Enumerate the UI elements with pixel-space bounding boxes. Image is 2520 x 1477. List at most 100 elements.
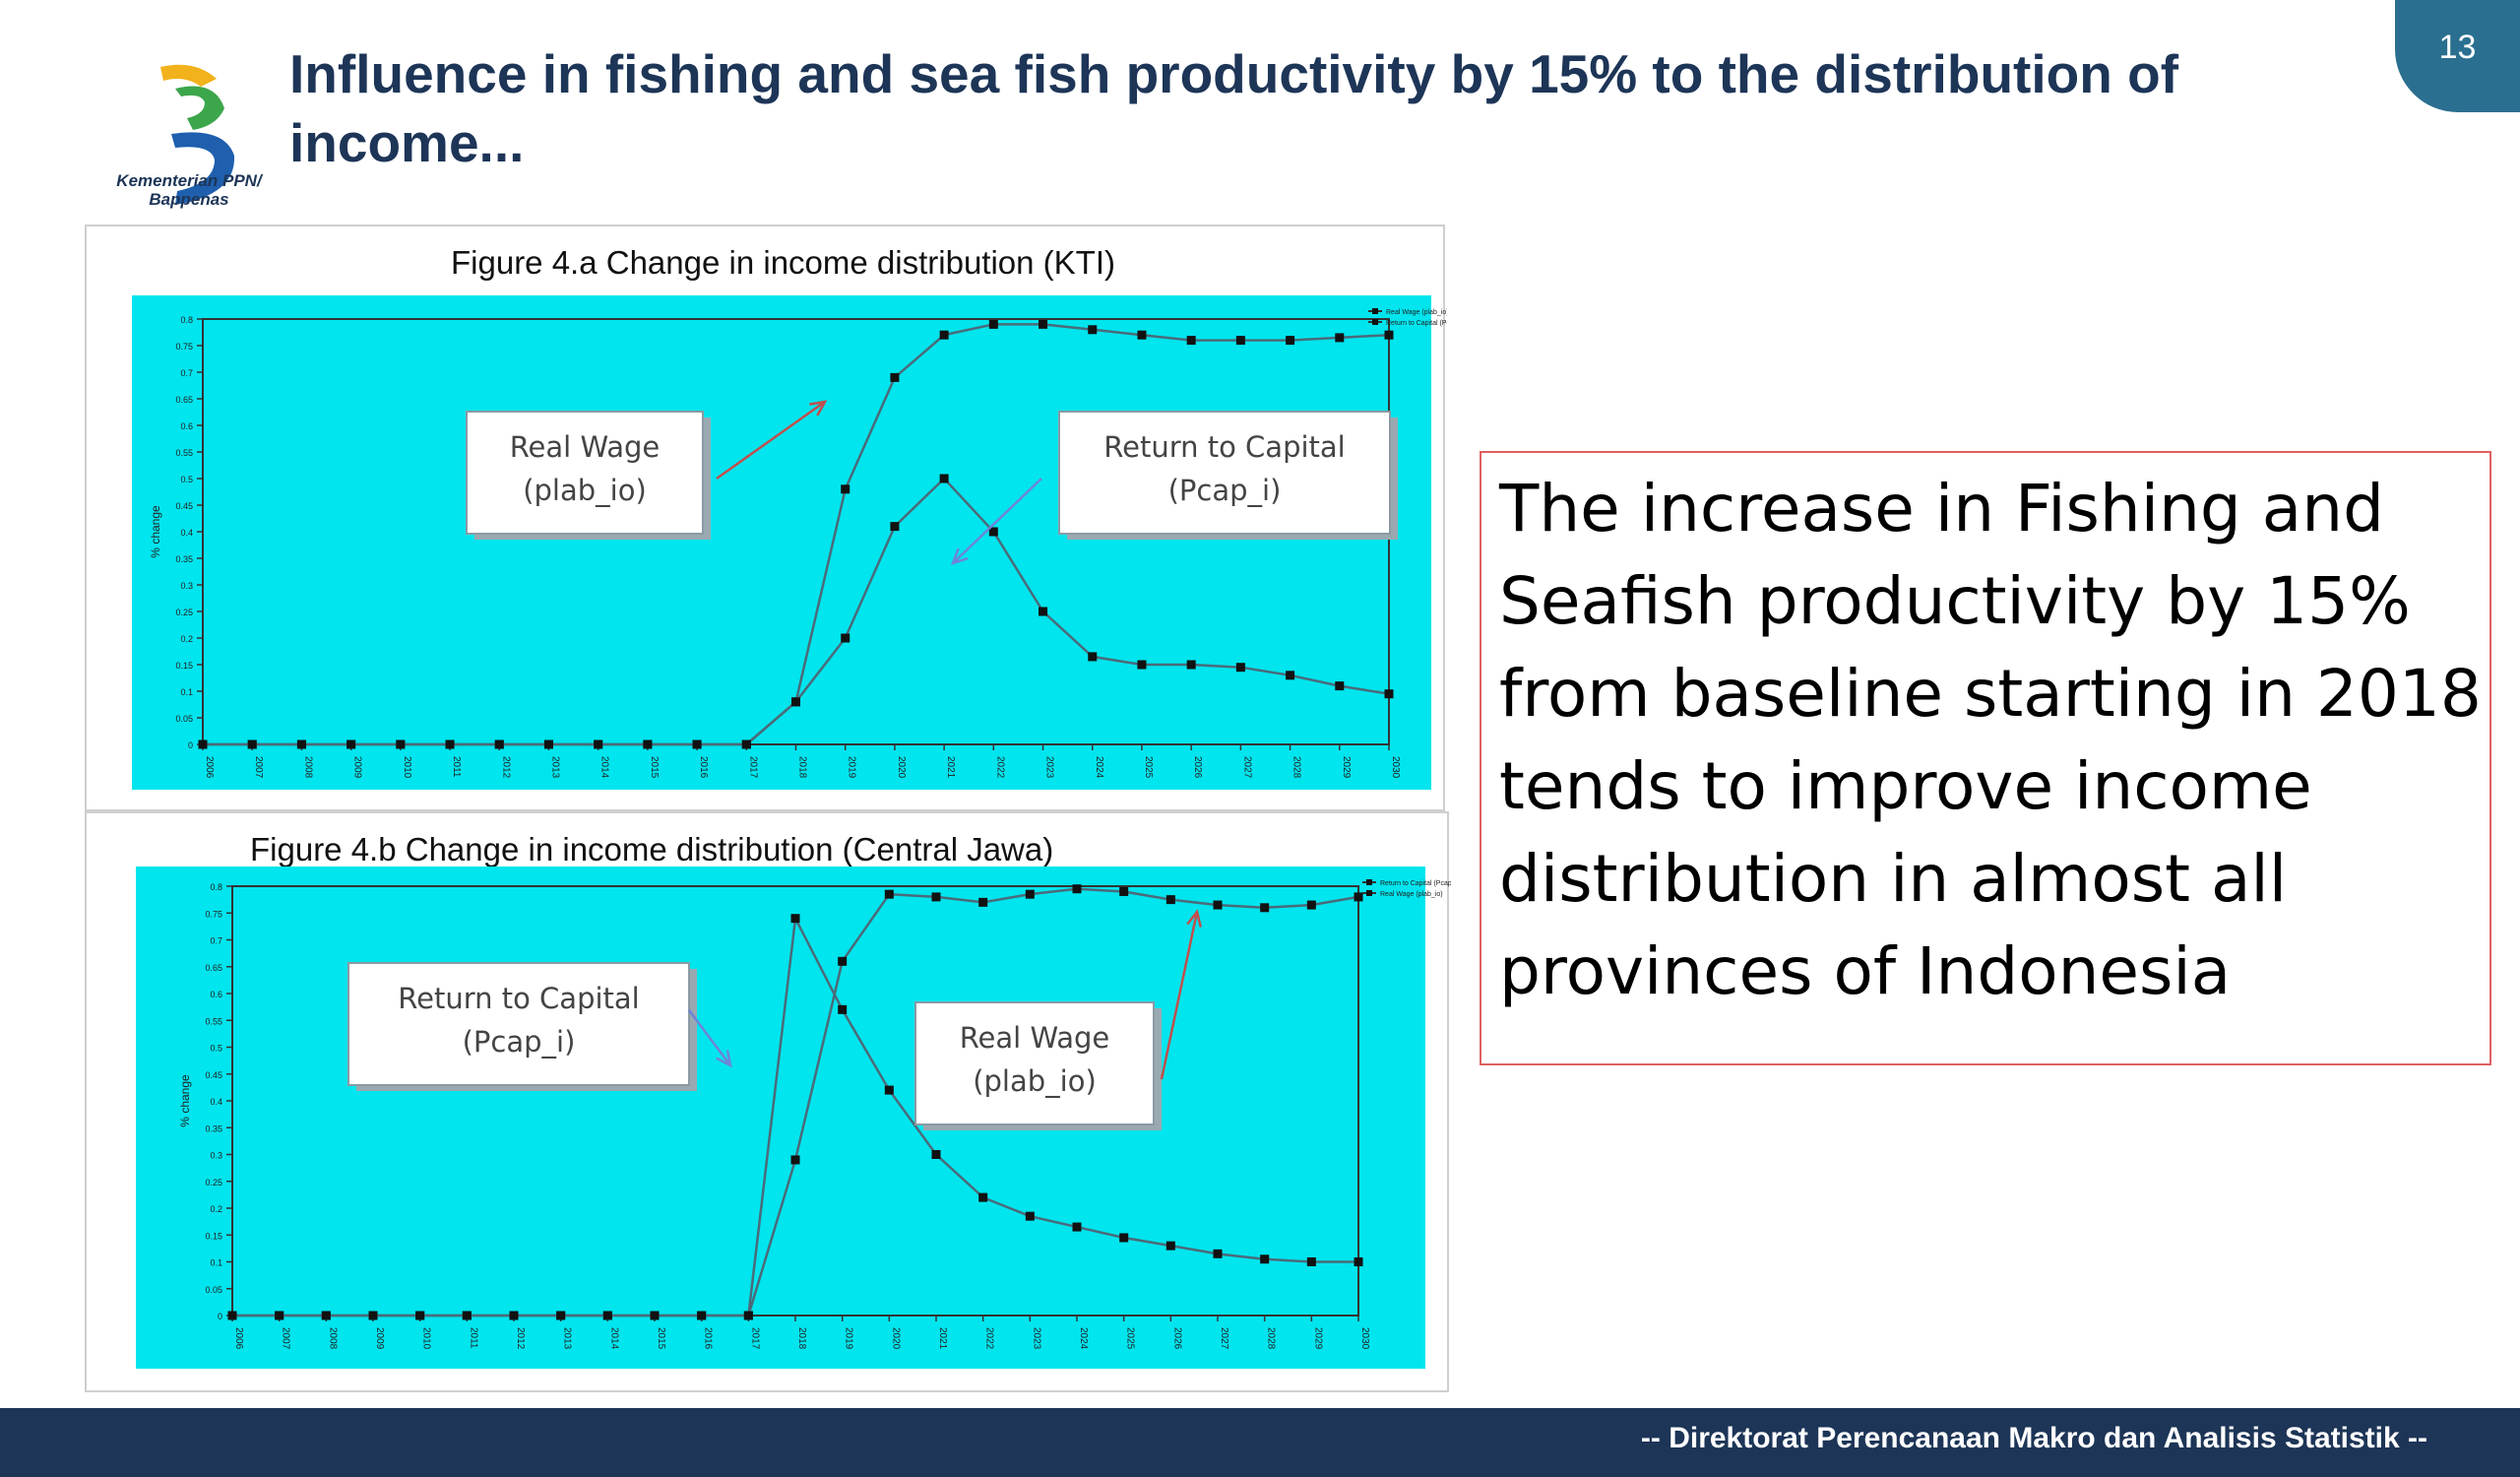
x-tick-label: 2023 — [1031, 1327, 1041, 1350]
page-number-badge: 13 — [2395, 0, 2520, 112]
callout-box — [914, 1001, 1155, 1125]
x-tick-label: 2030 — [1359, 1327, 1370, 1350]
chart-a: 0 0.05 0.1 0.15 0.2 0.25 0.3 0.35 0.4 0.45 0.5 0.55… — [132, 295, 1447, 790]
series-1-point — [1186, 660, 1196, 670]
x-tick-label: 2008 — [327, 1327, 338, 1350]
series-1-point — [741, 739, 751, 749]
series-1-point — [415, 1311, 425, 1320]
callout-arrow — [1160, 911, 1199, 1080]
series-1-point — [743, 1311, 753, 1320]
x-tick-label: 2011 — [468, 1327, 478, 1349]
x-tick-label: 2029 — [1312, 1327, 1323, 1350]
callout-label-line: Real Wage — [960, 1021, 1110, 1055]
y-tick-label: 0.65 — [175, 395, 193, 405]
y-tick-label: 0.6 — [210, 990, 222, 999]
series-0-point — [1072, 1222, 1082, 1232]
series-1-point — [988, 527, 998, 537]
series-0-point — [890, 372, 900, 382]
series-1-point — [543, 739, 553, 749]
callout-label-line: Real Wage — [510, 430, 661, 464]
y-axis-label: % change — [178, 1074, 192, 1127]
series-1-point — [227, 1311, 237, 1320]
x-tick-label: 2029 — [1341, 756, 1352, 779]
legend-entry: Real Wage (plab_io) — [1386, 309, 1447, 316]
series-0-point — [988, 319, 998, 329]
series-1-point — [931, 892, 941, 902]
y-tick-label: 0.2 — [210, 1204, 222, 1214]
series-0-point — [1166, 1241, 1175, 1251]
series-1-point — [445, 739, 455, 749]
x-tick-label: 2019 — [844, 1327, 854, 1350]
series-1-point — [978, 897, 988, 907]
series-0-point — [1186, 336, 1196, 346]
y-tick-label: 0.5 — [180, 475, 193, 484]
x-tick-label: 2018 — [797, 756, 808, 779]
series-1-point — [602, 1311, 612, 1320]
y-tick-label: 0.55 — [175, 448, 193, 458]
callout-box — [1058, 411, 1391, 535]
series-0-point — [884, 1085, 894, 1095]
series-1-point — [939, 474, 949, 483]
y-tick-label: 0.25 — [175, 608, 193, 617]
x-tick-label: 2027 — [1241, 756, 1252, 779]
legend-marker — [1366, 890, 1372, 896]
x-tick-label: 2019 — [847, 756, 857, 779]
legend-entry: Real Wage (plab_io) — [1380, 891, 1443, 898]
series-1-point — [275, 1311, 284, 1320]
x-tick-label: 2024 — [1094, 756, 1104, 779]
x-tick-label: 2008 — [302, 756, 313, 779]
x-tick-label: 2013 — [562, 1327, 573, 1350]
y-tick-label: 0.55 — [205, 1016, 222, 1026]
legend-marker — [1372, 319, 1378, 325]
callout-label-line: (Pcap_i) — [1168, 474, 1282, 507]
series-1-point — [509, 1311, 519, 1320]
x-tick-label: 2011 — [451, 756, 462, 778]
x-tick-label: 2022 — [984, 1327, 995, 1350]
x-tick-label: 2024 — [1078, 1327, 1089, 1350]
x-tick-label: 2025 — [1125, 1327, 1136, 1350]
y-tick-label: 0.75 — [205, 909, 222, 919]
x-tick-label: 2021 — [945, 756, 956, 779]
series-1-point — [791, 697, 800, 707]
x-tick-label: 2017 — [749, 1327, 760, 1350]
series-1-point — [890, 522, 900, 532]
x-tick-label: 2009 — [374, 1327, 385, 1350]
series-1-point — [1072, 884, 1082, 894]
series-0-point — [1306, 1257, 1316, 1266]
series-1-point — [1213, 900, 1223, 910]
x-tick-label: 2020 — [896, 756, 907, 779]
x-tick-label: 2010 — [402, 756, 412, 779]
figure-a-frame: Figure 4.a Change in income distribution… — [85, 225, 1447, 811]
y-tick-label: 0.15 — [175, 661, 193, 671]
y-tick-label: 0.75 — [175, 342, 193, 352]
chart-b: 0 0.05 0.1 0.15 0.2 0.25 0.3 0.35 0.4 0.45 0.5 0.55… — [136, 867, 1451, 1369]
series-0-point — [790, 914, 800, 924]
y-tick-label: 0.3 — [180, 581, 193, 591]
series-0-point — [838, 1004, 848, 1014]
y-tick-label: 0.35 — [175, 554, 193, 564]
summary-text: The increase in Fishing and Seafish prod… — [1499, 471, 2482, 1009]
x-tick-label: 2027 — [1219, 1327, 1229, 1350]
y-tick-label: 0.65 — [205, 963, 222, 973]
callout-label-line: (plab_io) — [973, 1064, 1097, 1098]
series-1-point — [368, 1311, 378, 1320]
y-tick-label: 0.35 — [205, 1124, 222, 1133]
x-tick-label: 2030 — [1390, 756, 1401, 779]
series-0-point — [1384, 330, 1394, 340]
y-tick-label: 0.3 — [210, 1151, 222, 1161]
y-tick-label: 0.5 — [210, 1044, 222, 1054]
callout-arrow — [952, 478, 1042, 564]
series-1-point — [247, 739, 257, 749]
y-tick-label: 0.8 — [180, 315, 193, 325]
series-1-point — [198, 739, 208, 749]
series-1-point — [321, 1311, 331, 1320]
x-tick-label: 2012 — [500, 756, 511, 779]
x-tick-label: 2010 — [421, 1327, 432, 1350]
summary-text-box: The increase in Fishing and Seafish prod… — [1480, 451, 2491, 1065]
series-1-point — [462, 1311, 472, 1320]
x-tick-label: 2006 — [233, 1327, 244, 1350]
series-1-point — [556, 1311, 566, 1320]
y-tick-label: 0.7 — [210, 936, 222, 946]
y-tick-label: 0.45 — [205, 1070, 222, 1080]
x-tick-label: 2013 — [549, 756, 560, 779]
